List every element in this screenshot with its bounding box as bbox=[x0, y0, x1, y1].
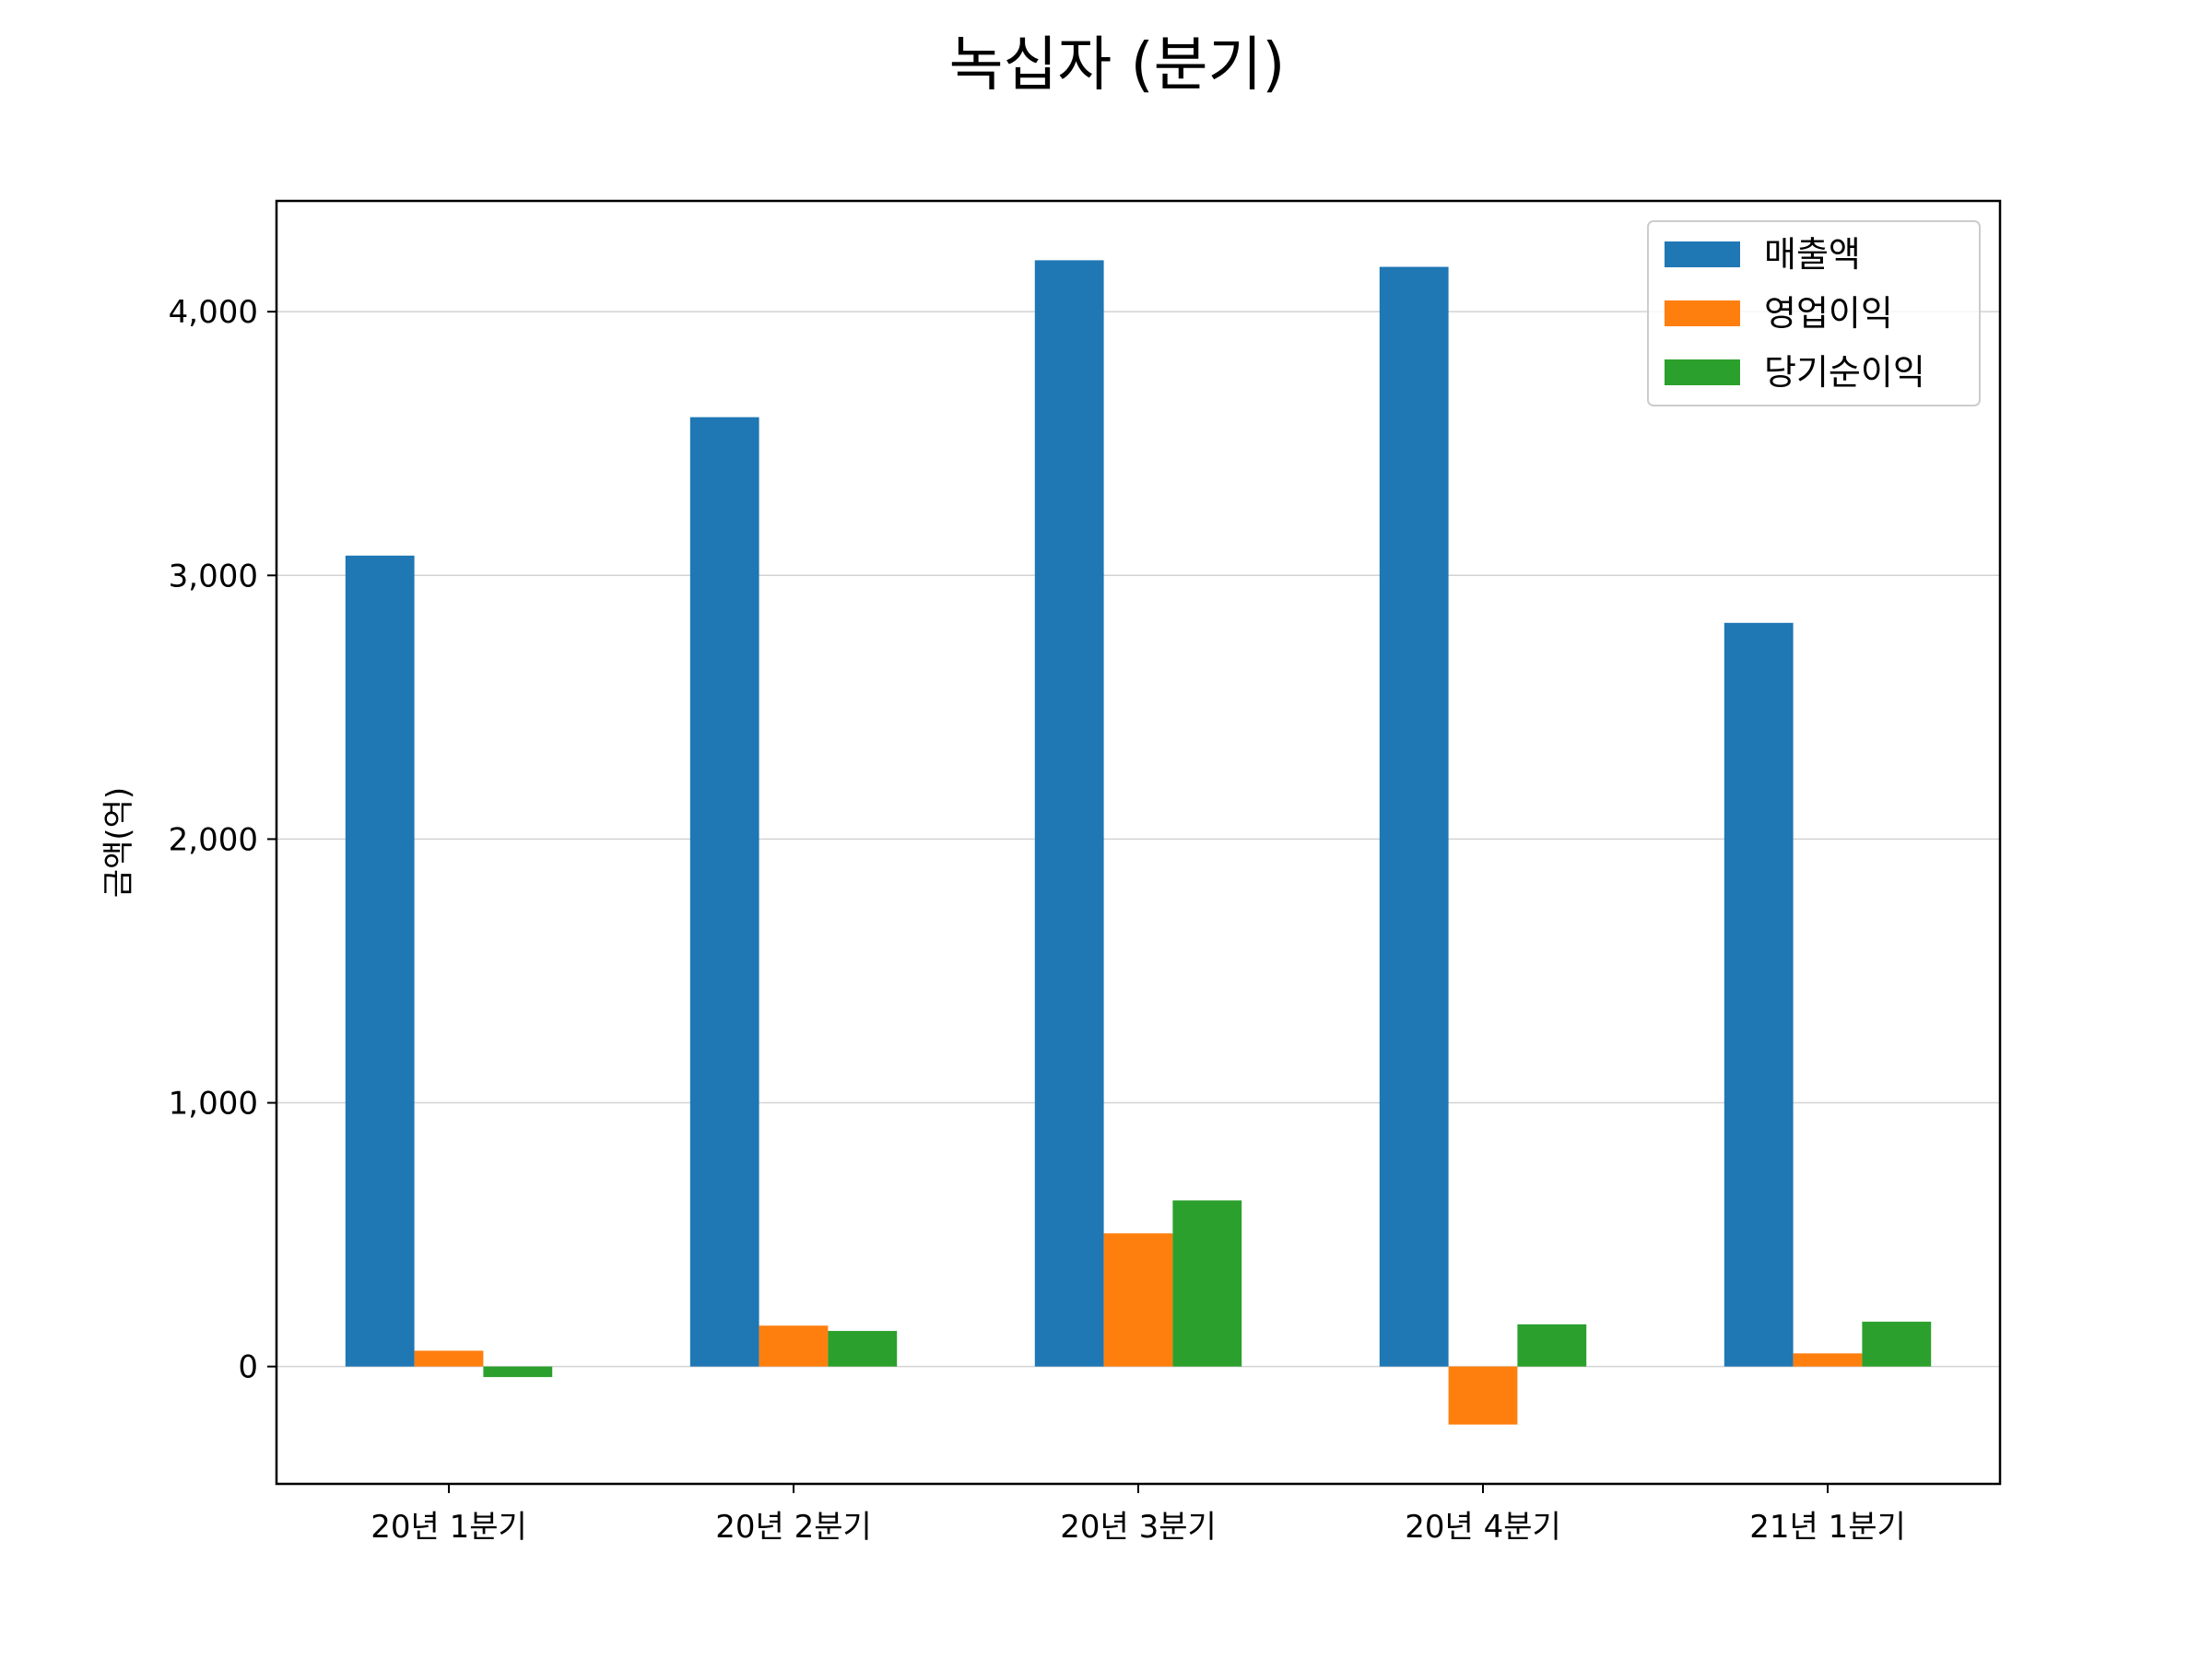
legend-label-1: 영업이익 bbox=[1764, 293, 1893, 334]
x-tick-label-4: 21년 1분기 bbox=[1749, 1509, 1906, 1546]
y-tick-label-4: 4,000 bbox=[169, 294, 258, 331]
gridlines bbox=[276, 311, 2000, 1368]
bar-series-1-cat-2 bbox=[1103, 1233, 1173, 1367]
bar-series-2-cat-0 bbox=[483, 1366, 553, 1378]
x-tick-label-1: 20년 2분기 bbox=[715, 1509, 872, 1546]
legend-swatch-1 bbox=[1665, 300, 1740, 326]
bar-series-0-cat-1 bbox=[689, 417, 759, 1367]
bar-series-1-cat-0 bbox=[414, 1350, 484, 1367]
legend-swatch-2 bbox=[1665, 359, 1740, 385]
legend-swatch-0 bbox=[1665, 241, 1740, 267]
legend-label-0: 매출액 bbox=[1764, 234, 1861, 275]
x-tick-label-2: 20년 3분기 bbox=[1060, 1509, 1217, 1546]
bars bbox=[345, 260, 1932, 1425]
axes: 0 1,000 2,000 3,000 4,000 20년 1분기 20년 2분기 20년 3… bbox=[169, 199, 2002, 1546]
x-tick-label-3: 20년 4분기 bbox=[1405, 1509, 1561, 1546]
x-tick-label-0: 20년 1분기 bbox=[371, 1509, 527, 1546]
chart-title: 녹십자 (분기) bbox=[949, 31, 1286, 100]
y-tick-label-2: 2,000 bbox=[169, 821, 258, 858]
bar-series-0-cat-0 bbox=[345, 555, 415, 1367]
legend-label-2: 당기순이익 bbox=[1764, 352, 1925, 393]
y-tick-label-1: 1,000 bbox=[169, 1086, 258, 1123]
bar-series-1-cat-4 bbox=[1793, 1353, 1863, 1367]
bar-series-2-cat-1 bbox=[828, 1331, 898, 1367]
y-axis-label: 금액(억) bbox=[100, 787, 137, 898]
bar-series-2-cat-3 bbox=[1517, 1324, 1587, 1367]
y-tick-label-0: 0 bbox=[238, 1349, 258, 1386]
bar-series-1-cat-1 bbox=[759, 1325, 829, 1367]
bar-series-0-cat-4 bbox=[1724, 622, 1794, 1367]
bar-series-2-cat-4 bbox=[1862, 1322, 1932, 1367]
bar-series-0-cat-3 bbox=[1379, 266, 1449, 1367]
y-tick-label-3: 3,000 bbox=[169, 558, 258, 594]
bar-series-0-cat-2 bbox=[1034, 260, 1104, 1367]
bar-series-1-cat-3 bbox=[1448, 1366, 1518, 1425]
bar-series-2-cat-2 bbox=[1172, 1200, 1242, 1367]
